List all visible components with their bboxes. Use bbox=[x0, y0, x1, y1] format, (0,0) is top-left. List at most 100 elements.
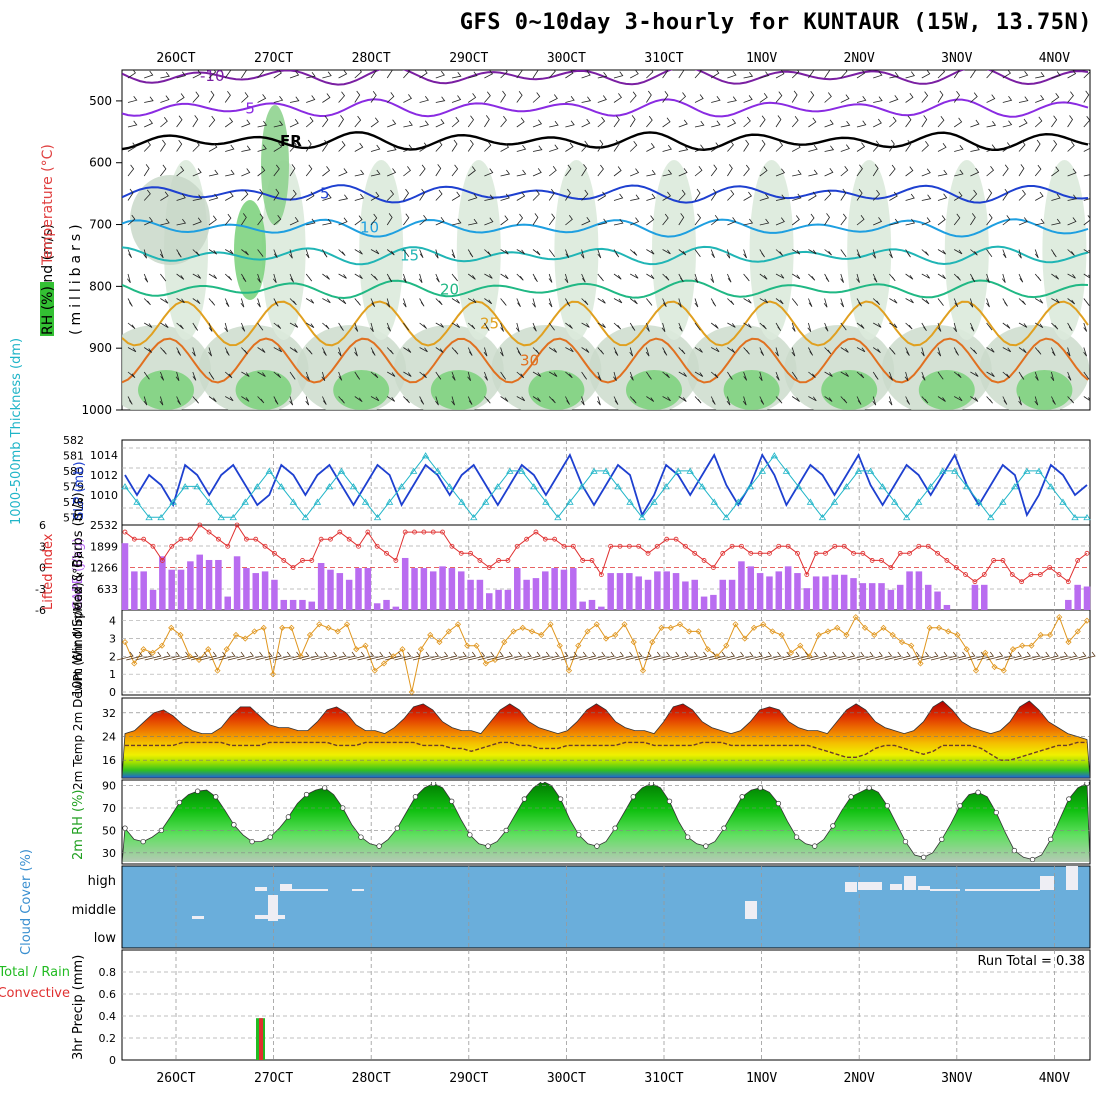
li-point bbox=[1047, 565, 1053, 570]
wind-barb bbox=[386, 249, 395, 256]
wind-barb bbox=[548, 396, 556, 404]
wind-barb bbox=[1083, 298, 1090, 306]
wind-barb bbox=[208, 70, 217, 79]
wind-speed-point bbox=[260, 624, 267, 631]
wind-barb bbox=[176, 193, 186, 201]
cloud-block bbox=[1066, 866, 1078, 890]
wind-speed-point bbox=[501, 639, 508, 646]
li-point bbox=[300, 558, 305, 563]
wind-barb bbox=[370, 322, 374, 332]
wind-barb bbox=[646, 215, 655, 226]
wind-speed-point bbox=[621, 621, 628, 628]
wind-speed-point bbox=[362, 642, 369, 649]
wind-barb bbox=[759, 218, 770, 226]
wind-barb bbox=[305, 371, 310, 381]
wind-barb bbox=[289, 140, 297, 152]
wind-barb bbox=[629, 298, 638, 305]
bottom-date-label: 27OCT bbox=[254, 1071, 293, 1086]
cape-bar bbox=[364, 568, 372, 610]
wind10m-barb bbox=[200, 651, 217, 661]
wind-barb bbox=[823, 298, 828, 308]
wind10m-barb bbox=[551, 651, 569, 661]
wind-barb bbox=[953, 322, 957, 332]
wind10m-barb bbox=[690, 651, 708, 661]
slp-series-line bbox=[124, 452, 1088, 518]
wind-barb bbox=[872, 371, 879, 380]
wind-barb bbox=[775, 347, 779, 357]
wind-barb bbox=[159, 249, 164, 259]
wind-barb bbox=[192, 347, 196, 357]
wind-barb bbox=[986, 273, 990, 283]
li-tick-label: -3 bbox=[35, 583, 46, 596]
wind-barb bbox=[435, 347, 444, 353]
thickness-point bbox=[1071, 513, 1079, 521]
thickness-point bbox=[578, 483, 586, 490]
wind-barb bbox=[856, 322, 865, 329]
wind10m-barb bbox=[607, 651, 624, 661]
wind-barb bbox=[711, 96, 721, 103]
li-point bbox=[514, 543, 520, 549]
wind-barb bbox=[1018, 347, 1027, 354]
wind-barb bbox=[710, 371, 719, 379]
wind-barb bbox=[1067, 115, 1073, 128]
wind-barb bbox=[549, 120, 559, 128]
cape-bar bbox=[924, 584, 932, 610]
wind-barb bbox=[548, 70, 556, 79]
wind-barb bbox=[1067, 168, 1077, 177]
wind-barb bbox=[727, 164, 733, 177]
wind10m-barb bbox=[764, 651, 782, 661]
wind-barb bbox=[710, 396, 716, 405]
cloud-level-label: middle bbox=[72, 903, 116, 918]
wind-barb bbox=[743, 371, 748, 381]
upper-ytick-label: 700 bbox=[89, 218, 112, 232]
cloud-panel bbox=[121, 865, 1091, 949]
wind-barb bbox=[370, 371, 379, 379]
wind-barb bbox=[921, 322, 927, 331]
wind10m-barb bbox=[958, 651, 976, 661]
cape-bar bbox=[878, 583, 885, 610]
wind-barb bbox=[1018, 118, 1028, 128]
cape-bar bbox=[187, 561, 194, 610]
wind-barb bbox=[889, 95, 899, 103]
wind-barb bbox=[1035, 191, 1044, 201]
wind-barb bbox=[873, 217, 883, 226]
cape-bar bbox=[803, 588, 811, 610]
wind-speed-point bbox=[1074, 628, 1081, 635]
cape-bar bbox=[317, 563, 325, 610]
wind-barb bbox=[727, 322, 736, 328]
wind-barb bbox=[1083, 396, 1090, 402]
wind-speed-point bbox=[1028, 642, 1035, 649]
wind-barb bbox=[889, 164, 896, 177]
wind-barb bbox=[970, 119, 980, 128]
wind-barb bbox=[937, 90, 944, 103]
cape-bar bbox=[177, 569, 185, 610]
isotherm-label: 15 bbox=[400, 246, 419, 264]
wind-barb bbox=[597, 116, 606, 128]
cape-tick-label: 1266 bbox=[90, 562, 118, 575]
wind-barb bbox=[775, 141, 784, 152]
li-point bbox=[617, 543, 623, 549]
wind-barb bbox=[791, 396, 800, 402]
wind-barb bbox=[354, 193, 365, 201]
wind-barb bbox=[872, 273, 878, 283]
wind10m-barb bbox=[1069, 651, 1087, 661]
li-point bbox=[682, 543, 688, 549]
wind-barb bbox=[386, 92, 395, 103]
wind10m-barb bbox=[912, 651, 930, 661]
thickness-point bbox=[782, 467, 791, 474]
wind-speed-point bbox=[797, 642, 804, 649]
wind-barb bbox=[468, 193, 478, 201]
wind-speed-point bbox=[251, 628, 258, 635]
wind-speed-point bbox=[473, 642, 480, 649]
wind-barb bbox=[808, 347, 814, 356]
wind-barb bbox=[338, 371, 343, 381]
wind-speed-point bbox=[445, 628, 452, 635]
cape-bar bbox=[896, 584, 904, 610]
wind-barb bbox=[872, 140, 880, 152]
wind-barb bbox=[532, 145, 543, 152]
wind-barb bbox=[467, 166, 476, 177]
thickness-point bbox=[770, 452, 779, 459]
wind-speed-point bbox=[325, 624, 332, 631]
wind-barb bbox=[435, 298, 443, 306]
cape-bar bbox=[168, 569, 175, 610]
